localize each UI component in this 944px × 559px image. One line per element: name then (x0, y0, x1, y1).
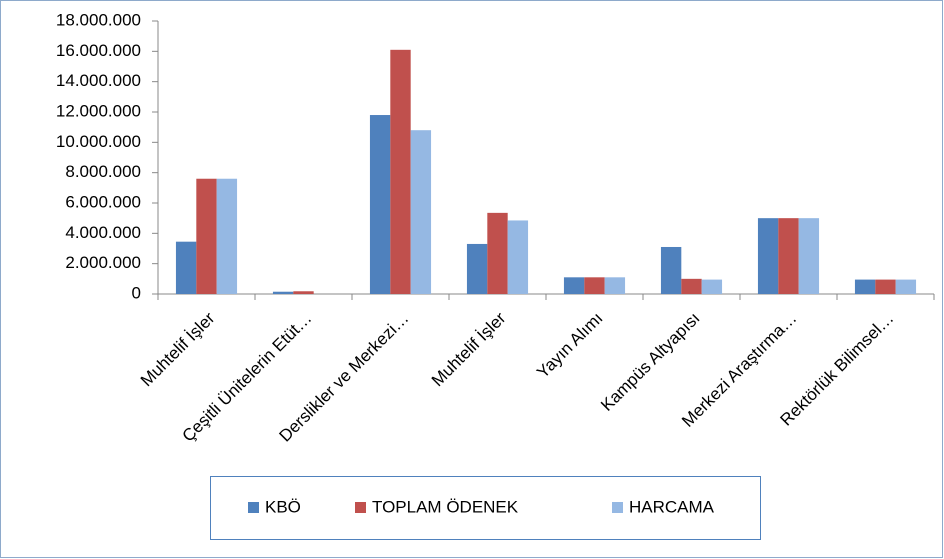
y-tick-label: 12.000.000 (56, 101, 141, 120)
y-tick-label: 14.000.000 (56, 71, 141, 90)
bar (293, 291, 314, 294)
bar (660, 246, 682, 294)
y-tick-label: 10.000.000 (56, 132, 141, 151)
bar (410, 130, 432, 294)
bar (757, 218, 779, 294)
bar (681, 278, 702, 294)
legend-label: KBÖ (265, 497, 301, 516)
bar (563, 277, 585, 294)
y-tick-label: 0 (132, 283, 141, 302)
bar (778, 218, 799, 294)
bar (798, 218, 820, 294)
bar (584, 277, 605, 294)
legend-box (210, 476, 761, 540)
legend-label: HARCAMA (629, 497, 715, 516)
legend-swatch (612, 502, 623, 513)
y-tick-label: 16.000.000 (56, 41, 141, 60)
bar (216, 178, 238, 294)
bar (175, 241, 197, 294)
legend-label: TOPLAM ÖDENEK (372, 497, 519, 516)
y-tick-label: 8.000.000 (65, 162, 141, 181)
bar (895, 279, 917, 294)
bar (507, 220, 529, 294)
bar (875, 279, 896, 294)
bar (487, 212, 508, 294)
bar (196, 178, 217, 294)
y-tick-label: 18.000.000 (56, 10, 141, 29)
bar (390, 49, 411, 294)
y-tick-label: 6.000.000 (65, 192, 141, 211)
bar (604, 277, 626, 294)
y-tick-label: 2.000.000 (65, 253, 141, 272)
bar (854, 279, 876, 294)
bar (701, 279, 723, 294)
y-tick-label: 4.000.000 (65, 223, 141, 242)
legend-swatch (248, 502, 259, 513)
bar (369, 115, 391, 295)
legend-swatch (355, 502, 366, 513)
bar (466, 243, 488, 294)
bar (272, 291, 294, 294)
